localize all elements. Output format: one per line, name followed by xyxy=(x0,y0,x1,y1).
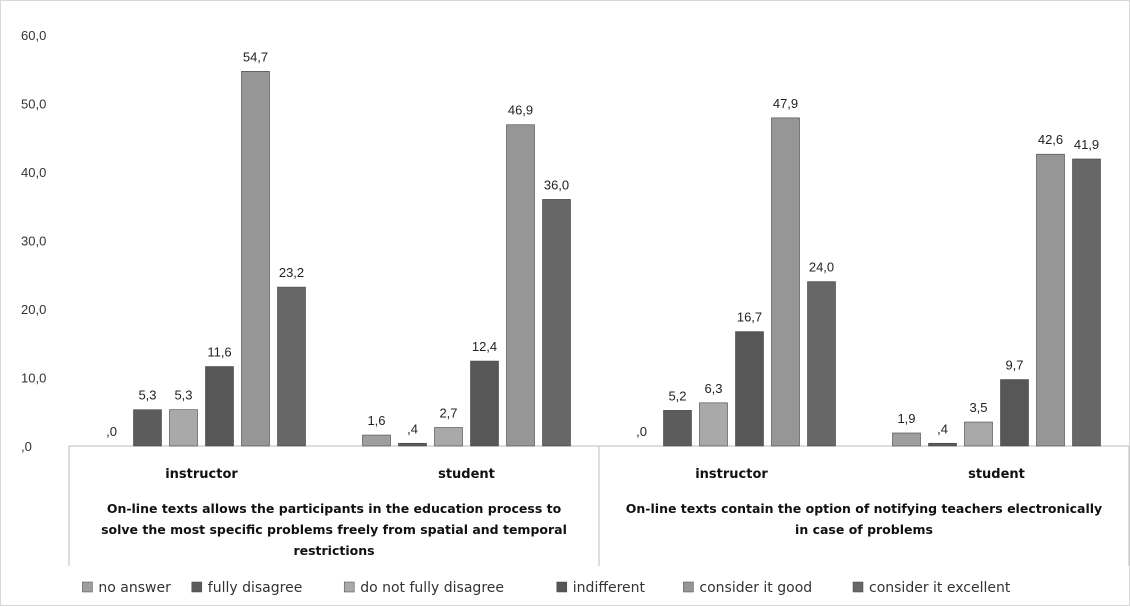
legend-swatch xyxy=(556,581,568,593)
legend-swatch xyxy=(343,581,355,593)
bar xyxy=(1036,153,1065,447)
data-label: 1,6 xyxy=(367,413,385,428)
legend-swatch xyxy=(191,581,203,593)
bar xyxy=(964,421,993,447)
group-label: solve the most specific problems freely … xyxy=(101,522,567,537)
legend-swatch xyxy=(852,581,864,593)
data-label: 16,7 xyxy=(737,310,762,325)
legend-swatch xyxy=(683,581,694,593)
bar xyxy=(133,409,162,447)
data-label: 23,2 xyxy=(279,265,304,280)
data-label: ,4 xyxy=(937,421,948,436)
legend-label: consider it excellent xyxy=(869,580,1011,596)
data-label: ,0 xyxy=(636,424,647,439)
legend-label: consider it good xyxy=(699,580,812,596)
data-label: 3,5 xyxy=(969,400,987,415)
y-tick-label: 40,0 xyxy=(21,165,46,180)
bar xyxy=(807,281,836,447)
group-label: restrictions xyxy=(293,543,374,558)
category-label: instructor xyxy=(695,467,768,482)
bar xyxy=(506,124,535,447)
bar xyxy=(771,117,800,447)
data-label: ,0 xyxy=(106,424,117,439)
legend-label: fully disagree xyxy=(208,580,303,596)
legend-label: no answer xyxy=(98,580,171,596)
bar xyxy=(699,402,728,447)
data-label: 47,9 xyxy=(773,96,798,111)
bar xyxy=(1072,158,1101,447)
data-label: 5,3 xyxy=(174,388,192,403)
group-label: On-line texts allows the participants in… xyxy=(107,501,562,516)
data-label: 1,9 xyxy=(897,411,915,426)
data-label: 12,4 xyxy=(472,339,497,354)
data-label: 24,0 xyxy=(809,260,834,275)
bar xyxy=(1000,379,1029,447)
data-label: 11,6 xyxy=(207,345,231,360)
bar xyxy=(663,410,692,447)
data-label: 42,6 xyxy=(1038,132,1063,147)
category-label: instructor xyxy=(165,467,238,482)
data-label: 2,7 xyxy=(439,406,457,421)
y-tick-label: 60,0 xyxy=(21,28,46,43)
y-tick-label: ,0 xyxy=(21,439,32,454)
y-tick-label: 50,0 xyxy=(21,97,46,112)
group-label: On-line texts contain the option of noti… xyxy=(626,501,1102,516)
bar xyxy=(398,442,427,447)
data-label: 46,9 xyxy=(508,103,533,118)
bar xyxy=(205,366,234,447)
data-label: 41,9 xyxy=(1074,137,1099,152)
data-label: 5,3 xyxy=(138,388,156,403)
bar xyxy=(542,199,571,447)
bar xyxy=(169,409,198,447)
legend-swatch xyxy=(82,581,93,593)
bar xyxy=(277,286,306,447)
data-label: 9,7 xyxy=(1005,358,1023,373)
data-label: ,4 xyxy=(407,421,418,436)
legend-label: indifferent xyxy=(573,580,646,596)
y-tick-label: 10,0 xyxy=(21,371,46,386)
data-label: 5,2 xyxy=(668,388,686,403)
category-label: student xyxy=(968,467,1025,482)
data-label: 54,7 xyxy=(243,49,268,64)
y-tick-label: 20,0 xyxy=(21,302,46,317)
group-label: in case of problems xyxy=(795,522,933,537)
bar xyxy=(470,360,499,447)
bar xyxy=(892,432,921,447)
bar xyxy=(928,442,957,447)
bar xyxy=(735,331,764,447)
data-label: 36,0 xyxy=(544,177,569,192)
bar xyxy=(362,434,391,447)
legend-label: do not fully disagree xyxy=(360,580,504,596)
bar xyxy=(241,71,270,447)
category-label: student xyxy=(438,467,495,482)
bar xyxy=(434,427,463,447)
y-tick-label: 30,0 xyxy=(21,234,46,249)
data-label: 6,3 xyxy=(704,381,722,396)
